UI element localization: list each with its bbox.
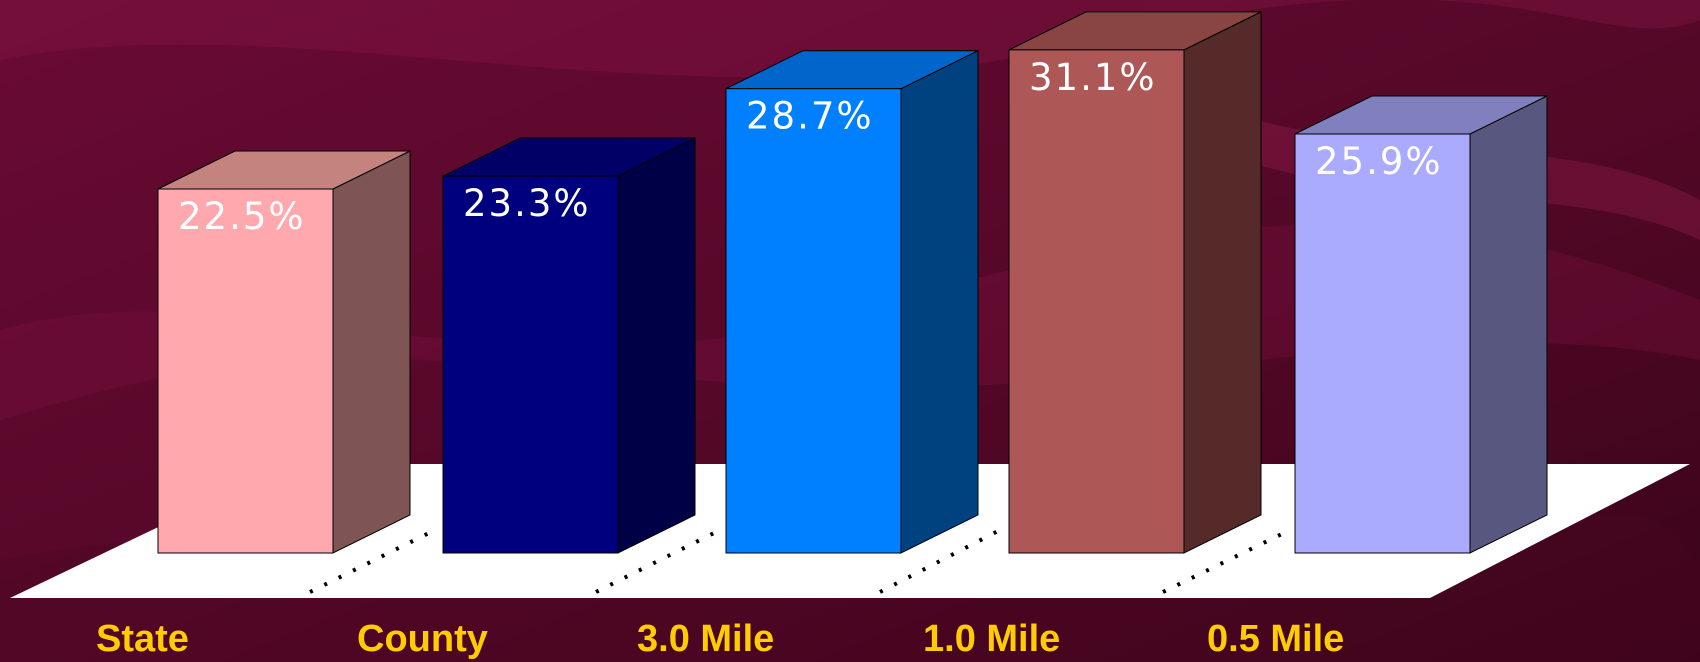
value-label: 23.3% bbox=[463, 182, 591, 225]
value-label: 28.7% bbox=[746, 95, 874, 138]
category-labels-group: State County 3.0 Mile 1.0 Mile 0.5 Mile bbox=[96, 618, 1344, 660]
category-label: 1.0 Mile bbox=[923, 618, 1060, 660]
value-label: 31.1% bbox=[1029, 56, 1157, 99]
bar bbox=[157, 150, 411, 554]
bar-side bbox=[617, 137, 696, 554]
value-labels-group: 22.5% 23.3% 28.7% 31.1% 25.9% bbox=[178, 56, 1443, 238]
bar bbox=[1294, 95, 1548, 554]
value-label: 22.5% bbox=[178, 195, 306, 238]
floor-dotted-line bbox=[879, 528, 1001, 594]
bars-group bbox=[157, 11, 1548, 594]
floor-gridlines bbox=[309, 528, 1291, 594]
bar-front bbox=[442, 175, 619, 554]
bar bbox=[442, 137, 696, 554]
bar-side bbox=[1469, 95, 1548, 554]
value-label: 25.9% bbox=[1315, 140, 1443, 183]
category-label: State bbox=[96, 618, 189, 660]
bar bbox=[1008, 11, 1262, 554]
category-label: County bbox=[357, 618, 488, 660]
bar-front bbox=[1008, 49, 1185, 554]
bar-front bbox=[725, 88, 902, 554]
category-label: 0.5 Mile bbox=[1207, 618, 1344, 660]
bar bbox=[725, 49, 979, 554]
bar-side bbox=[1183, 11, 1262, 554]
bar-front bbox=[1294, 133, 1471, 554]
bar-side bbox=[332, 150, 411, 554]
bar-front bbox=[157, 188, 334, 554]
category-label: 3.0 Mile bbox=[637, 618, 774, 660]
bar-side bbox=[900, 49, 979, 554]
